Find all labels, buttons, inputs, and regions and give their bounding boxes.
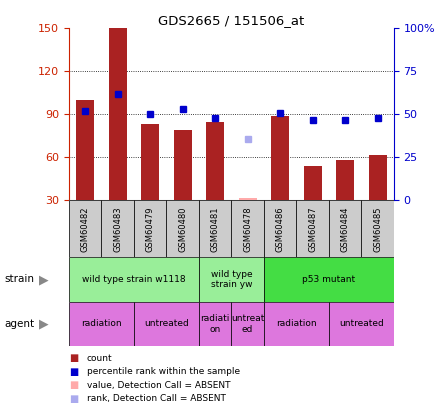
Text: GSM60487: GSM60487	[308, 206, 317, 252]
Bar	[141, 124, 159, 200]
Text: radiati
on: radiati on	[200, 314, 230, 334]
Bar	[361, 200, 394, 257]
Bar	[271, 116, 289, 200]
Bar	[296, 200, 329, 257]
Text: ▶: ▶	[39, 318, 49, 330]
Text: wild type
strain yw: wild type strain yw	[210, 270, 252, 289]
Text: untreat
ed: untreat ed	[231, 314, 264, 334]
Bar	[231, 200, 264, 257]
Bar	[199, 302, 231, 346]
Bar	[134, 302, 199, 346]
Bar	[303, 166, 322, 200]
Text: untreated: untreated	[339, 320, 384, 328]
Bar	[329, 302, 394, 346]
Text: GSM60478: GSM60478	[243, 206, 252, 252]
Bar	[174, 130, 192, 200]
Text: rank, Detection Call = ABSENT: rank, Detection Call = ABSENT	[87, 394, 226, 403]
Text: ■: ■	[69, 367, 78, 377]
Bar	[239, 198, 257, 200]
Text: ■: ■	[69, 380, 78, 390]
Text: radiation: radiation	[276, 320, 317, 328]
Bar	[206, 122, 224, 200]
Text: strain: strain	[4, 275, 34, 284]
Text: ■: ■	[69, 354, 78, 363]
Bar	[69, 200, 101, 257]
Text: count: count	[87, 354, 113, 363]
Text: GSM60482: GSM60482	[81, 206, 90, 252]
Text: percentile rank within the sample: percentile rank within the sample	[87, 367, 240, 376]
Text: p53 mutant: p53 mutant	[302, 275, 356, 284]
Bar	[134, 200, 166, 257]
Text: GSM60479: GSM60479	[146, 206, 155, 252]
Text: ■: ■	[69, 394, 78, 403]
Title: GDS2665 / 151506_at: GDS2665 / 151506_at	[158, 14, 304, 27]
Bar	[76, 100, 94, 200]
Bar	[101, 200, 134, 257]
Bar	[109, 28, 127, 200]
Text: GSM60483: GSM60483	[113, 206, 122, 252]
Text: GSM60481: GSM60481	[210, 206, 220, 252]
Bar	[69, 257, 199, 302]
Bar	[199, 257, 264, 302]
Bar	[336, 160, 354, 200]
Text: GSM60485: GSM60485	[373, 206, 382, 252]
Bar	[231, 302, 264, 346]
Bar	[69, 302, 134, 346]
Bar	[368, 155, 387, 200]
Bar	[199, 200, 231, 257]
Text: wild type strain w1118: wild type strain w1118	[82, 275, 186, 284]
Text: GSM60484: GSM60484	[340, 206, 350, 252]
Bar	[264, 302, 329, 346]
Text: agent: agent	[4, 319, 35, 329]
Bar	[264, 257, 394, 302]
Bar	[329, 200, 361, 257]
Text: radiation: radiation	[81, 320, 122, 328]
Text: ▶: ▶	[39, 273, 49, 286]
Bar	[264, 200, 296, 257]
Bar	[166, 200, 199, 257]
Text: GSM60486: GSM60486	[275, 206, 285, 252]
Text: untreated: untreated	[144, 320, 189, 328]
Text: value, Detection Call = ABSENT: value, Detection Call = ABSENT	[87, 381, 230, 390]
Text: GSM60480: GSM60480	[178, 206, 187, 252]
